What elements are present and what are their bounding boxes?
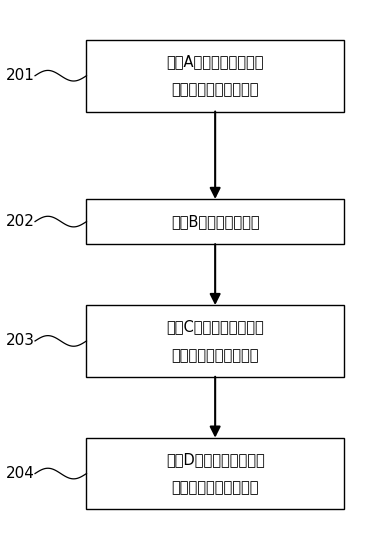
Text: 步骤A：使用第一气体作: 步骤A：使用第一气体作 (167, 54, 264, 69)
Text: 203: 203 (6, 333, 35, 348)
Text: 为等离子体源进行裁剪: 为等离子体源进行裁剪 (171, 348, 259, 363)
Text: 步骤B：进行固化工艺: 步骤B：进行固化工艺 (171, 214, 259, 229)
Text: 为等离子体源进行裁剪: 为等离子体源进行裁剪 (171, 480, 259, 495)
Text: 204: 204 (6, 466, 35, 481)
Text: 步骤C：使用第二气体作: 步骤C：使用第二气体作 (166, 319, 264, 334)
Text: 201: 201 (6, 68, 35, 83)
Text: 为等离子体源进行裁剪: 为等离子体源进行裁剪 (171, 83, 259, 98)
FancyBboxPatch shape (86, 438, 344, 509)
FancyBboxPatch shape (86, 305, 344, 377)
FancyBboxPatch shape (86, 199, 344, 244)
Text: 步骤D：使用第三气体作: 步骤D：使用第三气体作 (166, 452, 265, 467)
FancyBboxPatch shape (86, 40, 344, 111)
Text: 202: 202 (6, 214, 35, 229)
